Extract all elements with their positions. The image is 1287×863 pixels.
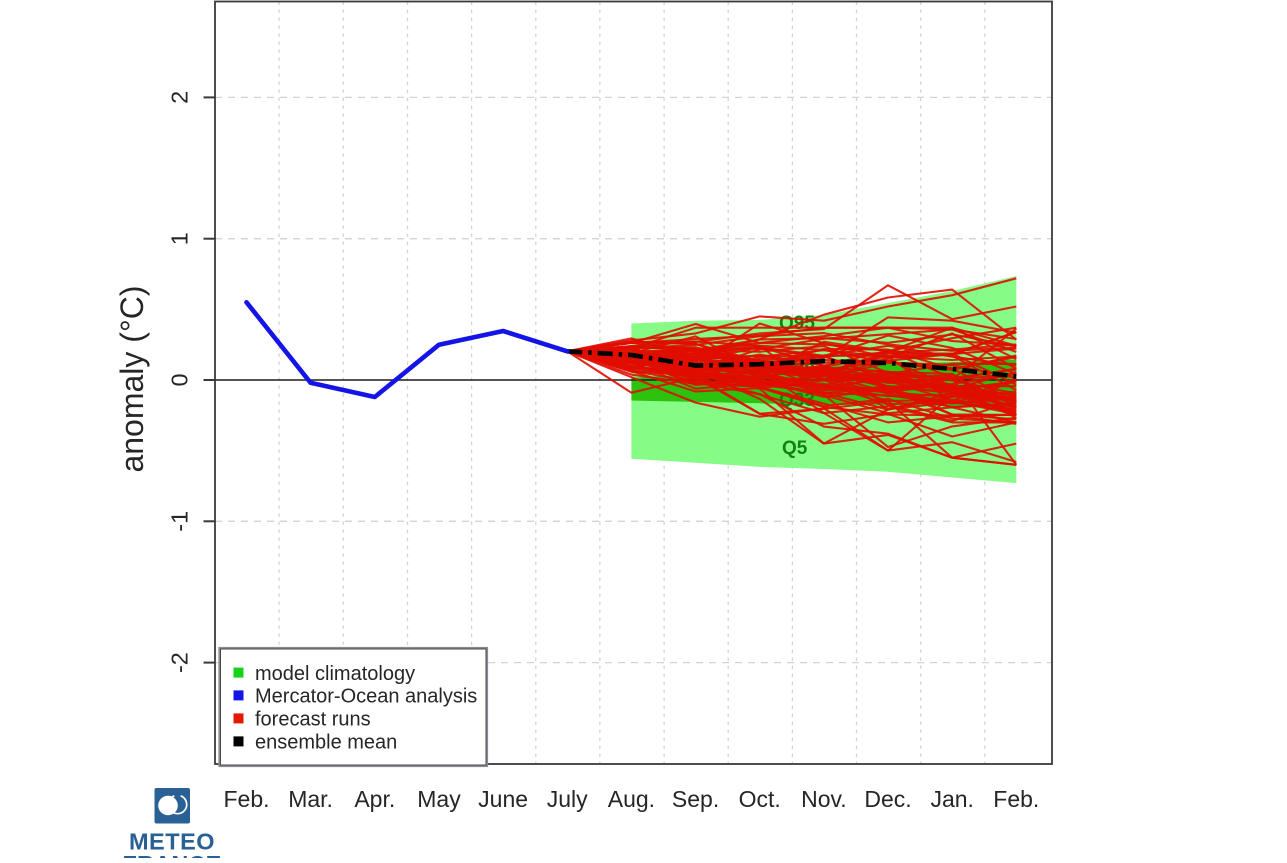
svg-text:METEO: METEO [129, 829, 215, 855]
svg-text:ensemble mean: ensemble mean [255, 732, 397, 754]
svg-text:June: June [478, 786, 528, 812]
svg-text:May: May [417, 786, 461, 812]
svg-text:Aug.: Aug. [608, 786, 655, 812]
svg-text:Sep.: Sep. [672, 786, 719, 812]
svg-text:Feb.: Feb. [223, 786, 269, 812]
svg-text:forecast runs: forecast runs [255, 709, 371, 731]
svg-text:FRANCE: FRANCE [122, 851, 221, 858]
svg-text:Dec.: Dec. [864, 786, 911, 812]
svg-text:Apr.: Apr. [354, 786, 395, 812]
svg-text:-2: -2 [167, 652, 193, 673]
svg-text:July: July [547, 786, 588, 812]
svg-text:2: 2 [167, 91, 193, 104]
svg-text:Mar.: Mar. [288, 786, 333, 812]
svg-text:Feb.: Feb. [993, 786, 1039, 812]
svg-text:Mercator-Ocean analysis: Mercator-Ocean analysis [255, 686, 477, 708]
svg-text:0: 0 [167, 373, 193, 386]
svg-text:-1: -1 [167, 511, 193, 532]
svg-text:anomaly (°C): anomaly (°C) [114, 285, 150, 472]
svg-text:Nov.: Nov. [801, 786, 847, 812]
svg-text:Oct.: Oct. [739, 786, 781, 812]
svg-text:Q5: Q5 [782, 438, 808, 459]
svg-text:model climatology: model climatology [255, 663, 415, 685]
svg-text:Jan.: Jan. [930, 786, 973, 812]
svg-text:1: 1 [167, 232, 193, 245]
